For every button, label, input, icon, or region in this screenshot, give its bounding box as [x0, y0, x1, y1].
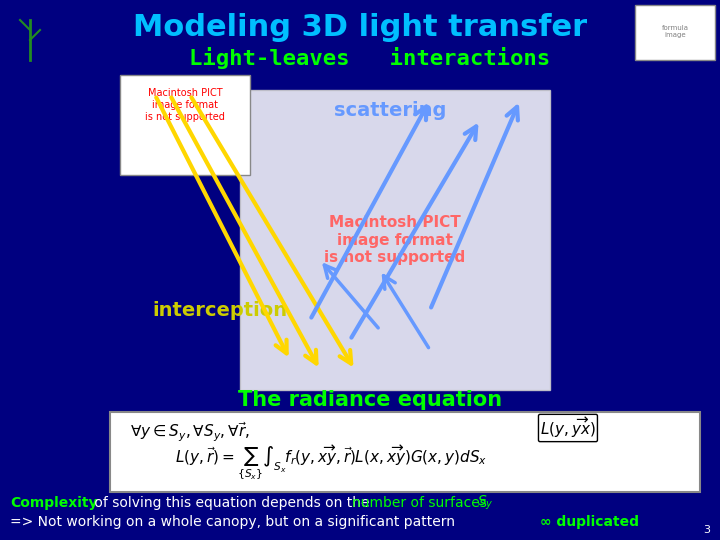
Text: formula
image: formula image: [662, 25, 688, 38]
Bar: [635, 5, 715, 60]
Text: interception: interception: [153, 300, 287, 320]
Text: $L(y,\vec{r}) = \sum_{\{S_x\}} \int_{S_x} f_r(y,\overrightarrow{xy},\vec{r})L(x,: $L(y,\vec{r}) = \sum_{\{S_x\}} \int_{S_x…: [175, 443, 487, 481]
Text: Macintosh PICT
image format
is not supported: Macintosh PICT image format is not suppo…: [145, 89, 225, 122]
Bar: [110, 412, 700, 492]
Text: of solving this equation depends on the: of solving this equation depends on the: [90, 496, 374, 510]
Text: $L(y,\overrightarrow{yx})$: $L(y,\overrightarrow{yx})$: [540, 416, 596, 440]
Bar: [240, 90, 550, 390]
Text: scattering: scattering: [334, 100, 446, 119]
Text: ∞ duplicated: ∞ duplicated: [540, 515, 639, 529]
Text: $\forall y \in S_y, \forall S_y, \forall \vec{r},$: $\forall y \in S_y, \forall S_y, \forall…: [130, 420, 250, 444]
Text: The radiance equation: The radiance equation: [238, 390, 502, 410]
Text: => Not working on a whole canopy, but on a significant pattern: => Not working on a whole canopy, but on…: [10, 515, 464, 529]
Text: number of surfaces: number of surfaces: [352, 496, 491, 510]
Text: Light-leaves   interactions: Light-leaves interactions: [189, 47, 551, 69]
Text: Modeling 3D light transfer: Modeling 3D light transfer: [133, 14, 587, 43]
Text: Macintosh PICT
image format
is not supported: Macintosh PICT image format is not suppo…: [325, 215, 466, 265]
Bar: [120, 75, 250, 175]
Text: $S_y$: $S_y$: [477, 494, 494, 512]
Text: Complexity: Complexity: [10, 496, 97, 510]
Text: 3: 3: [703, 525, 710, 535]
